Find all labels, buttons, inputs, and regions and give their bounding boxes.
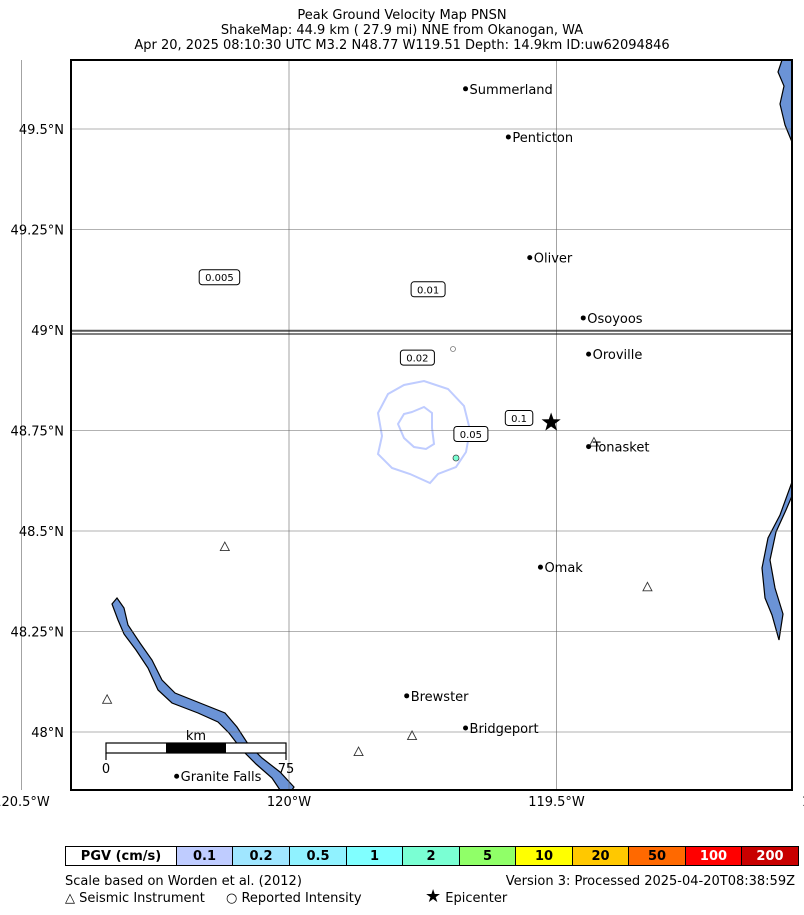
city-dot	[586, 444, 592, 450]
map-title: Peak Ground Velocity Map PNSN	[297, 8, 507, 23]
city-label: Oroville	[593, 348, 643, 363]
city-label: Brewster	[411, 690, 469, 705]
city-dot	[174, 773, 180, 779]
city-marker: Granite Falls	[174, 770, 262, 785]
contour-label-text: 0.005	[205, 273, 234, 284]
pgv-legend-cell: 100	[685, 847, 741, 865]
pgv-legend-label: PGV (cm/s)	[66, 847, 176, 865]
contour-label-text: 0.1	[511, 414, 527, 425]
lon-tick-label: 119°W	[802, 795, 804, 810]
seismic-instrument-marker	[353, 746, 364, 757]
circle-icon: ○	[226, 891, 238, 906]
lon-tick-label: 120°W	[267, 795, 311, 810]
pgv-legend-cell: 0.1	[176, 847, 232, 865]
city-label: Oliver	[534, 252, 573, 267]
seismic-instrument-marker	[406, 730, 418, 740]
contour-label-text: 0.01	[417, 285, 439, 296]
reported-intensity-marker	[450, 346, 456, 352]
city-dot	[463, 725, 469, 731]
lat-tick-label: 49°N	[31, 324, 64, 339]
lat-tick-label: 48.5°N	[19, 525, 64, 540]
city-marker: Penticton	[505, 131, 573, 146]
pgv-legend-cell: 10	[515, 847, 572, 865]
city-marker: Brewster	[404, 690, 469, 705]
triangle-icon: △	[65, 891, 75, 906]
scale-bar-min: 0	[102, 762, 110, 777]
epicenter-star	[541, 412, 561, 431]
city-marker: Bridgeport	[463, 722, 539, 737]
city-marker: Tonasket	[586, 441, 649, 456]
pgv-legend-cell: 0.5	[289, 847, 346, 865]
map-subtitle-event: Apr 20, 2025 08:10:30 UTC M3.2 N48.77 W1…	[134, 38, 670, 53]
city-label: Omak	[544, 561, 583, 576]
city-dot	[537, 564, 543, 570]
river-columbia	[111, 597, 295, 790]
contour-label: 0.05	[453, 426, 489, 443]
city-marker: Oroville	[586, 348, 642, 363]
key-seismic-instrument-label: Seismic Instrument	[79, 891, 205, 906]
pgv-legend-cell: 0.2	[232, 847, 289, 865]
river-right	[761, 481, 792, 641]
pgv-legend-bar: PGV (cm/s) 0.1 0.2 0.5 1 2 5 10 20 50 100 200	[65, 846, 799, 866]
scale-bar-max: 75	[278, 762, 295, 777]
lat-tick-label: 48.25°N	[11, 626, 64, 641]
seismic-instrument-marker	[642, 581, 653, 592]
city-label: Summerland	[470, 83, 553, 98]
seismic-instrument-marker	[101, 693, 113, 704]
seismic-instrument-marker	[588, 436, 600, 447]
scale-bar: km 0 75	[102, 729, 294, 777]
city-dot	[586, 351, 592, 357]
contour-label: 0.005	[198, 269, 241, 286]
pgv-legend-cell: 2	[402, 847, 459, 865]
city-label: Granite Falls	[181, 770, 262, 785]
lat-tick-label: 48°N	[31, 726, 64, 741]
contour-label: 0.02	[399, 349, 435, 366]
pgv-legend-cell: 200	[741, 847, 798, 865]
reported-intensity-marker	[452, 454, 460, 462]
key-epicenter: ★ Epicenter	[425, 886, 508, 907]
pgv-legend-cell: 50	[628, 847, 685, 865]
scale-bar-unit: km	[186, 729, 206, 744]
pgv-contour-0.05	[376, 379, 472, 485]
city-label: Tonasket	[592, 441, 650, 456]
lat-tick-label: 48.75°N	[11, 425, 64, 440]
lake-upper-right	[777, 60, 792, 143]
lon-tick-label: 119.5°W	[528, 795, 585, 810]
pgv-legend-cell: 1	[346, 847, 402, 865]
pgv-legend-cell: 5	[459, 847, 515, 865]
city-marker: Osoyoos	[580, 312, 643, 327]
star-icon: ★	[425, 886, 442, 907]
city-dot	[505, 134, 511, 140]
city-label: Bridgeport	[470, 722, 539, 737]
key-epicenter-label: Epicenter	[445, 891, 508, 906]
seismic-instrument-marker	[219, 541, 231, 552]
scale-note: Scale based on Worden et al. (2012)	[65, 874, 302, 889]
key-reported-intensity: ○ Reported Intensity	[226, 891, 362, 906]
city-dot	[463, 86, 469, 92]
map-frame	[70, 59, 793, 791]
lat-tick-label: 49.25°N	[11, 224, 64, 239]
key-seismic-instrument: △ Seismic Instrument	[65, 891, 205, 906]
contour-label-text: 0.02	[406, 354, 428, 365]
pgv-legend-cell: 20	[572, 847, 628, 865]
city-marker: Oliver	[527, 252, 573, 267]
contour-label-text: 0.05	[460, 430, 482, 441]
city-dot	[404, 693, 410, 699]
lon-tick-label: 120.5°W	[0, 795, 50, 810]
city-marker: Omak	[537, 561, 583, 576]
map-subtitle-location: ShakeMap: 44.9 km ( 27.9 mi) NNE from Ok…	[220, 23, 584, 38]
lat-tick-label: 49.5°N	[19, 123, 64, 138]
pgv-contour-0.1	[396, 405, 436, 451]
city-marker: Summerland	[463, 83, 553, 98]
key-reported-intensity-label: Reported Intensity	[241, 891, 362, 906]
city-label: Penticton	[512, 131, 573, 146]
city-dot	[580, 315, 586, 321]
city-label: Osoyoos	[587, 312, 643, 327]
city-dot	[527, 255, 533, 261]
version-note: Version 3: Processed 2025-04-20T08:38:59…	[505, 874, 795, 889]
contour-label: 0.01	[410, 281, 446, 298]
graticule	[21, 60, 792, 790]
contour-label: 0.1	[504, 409, 534, 426]
